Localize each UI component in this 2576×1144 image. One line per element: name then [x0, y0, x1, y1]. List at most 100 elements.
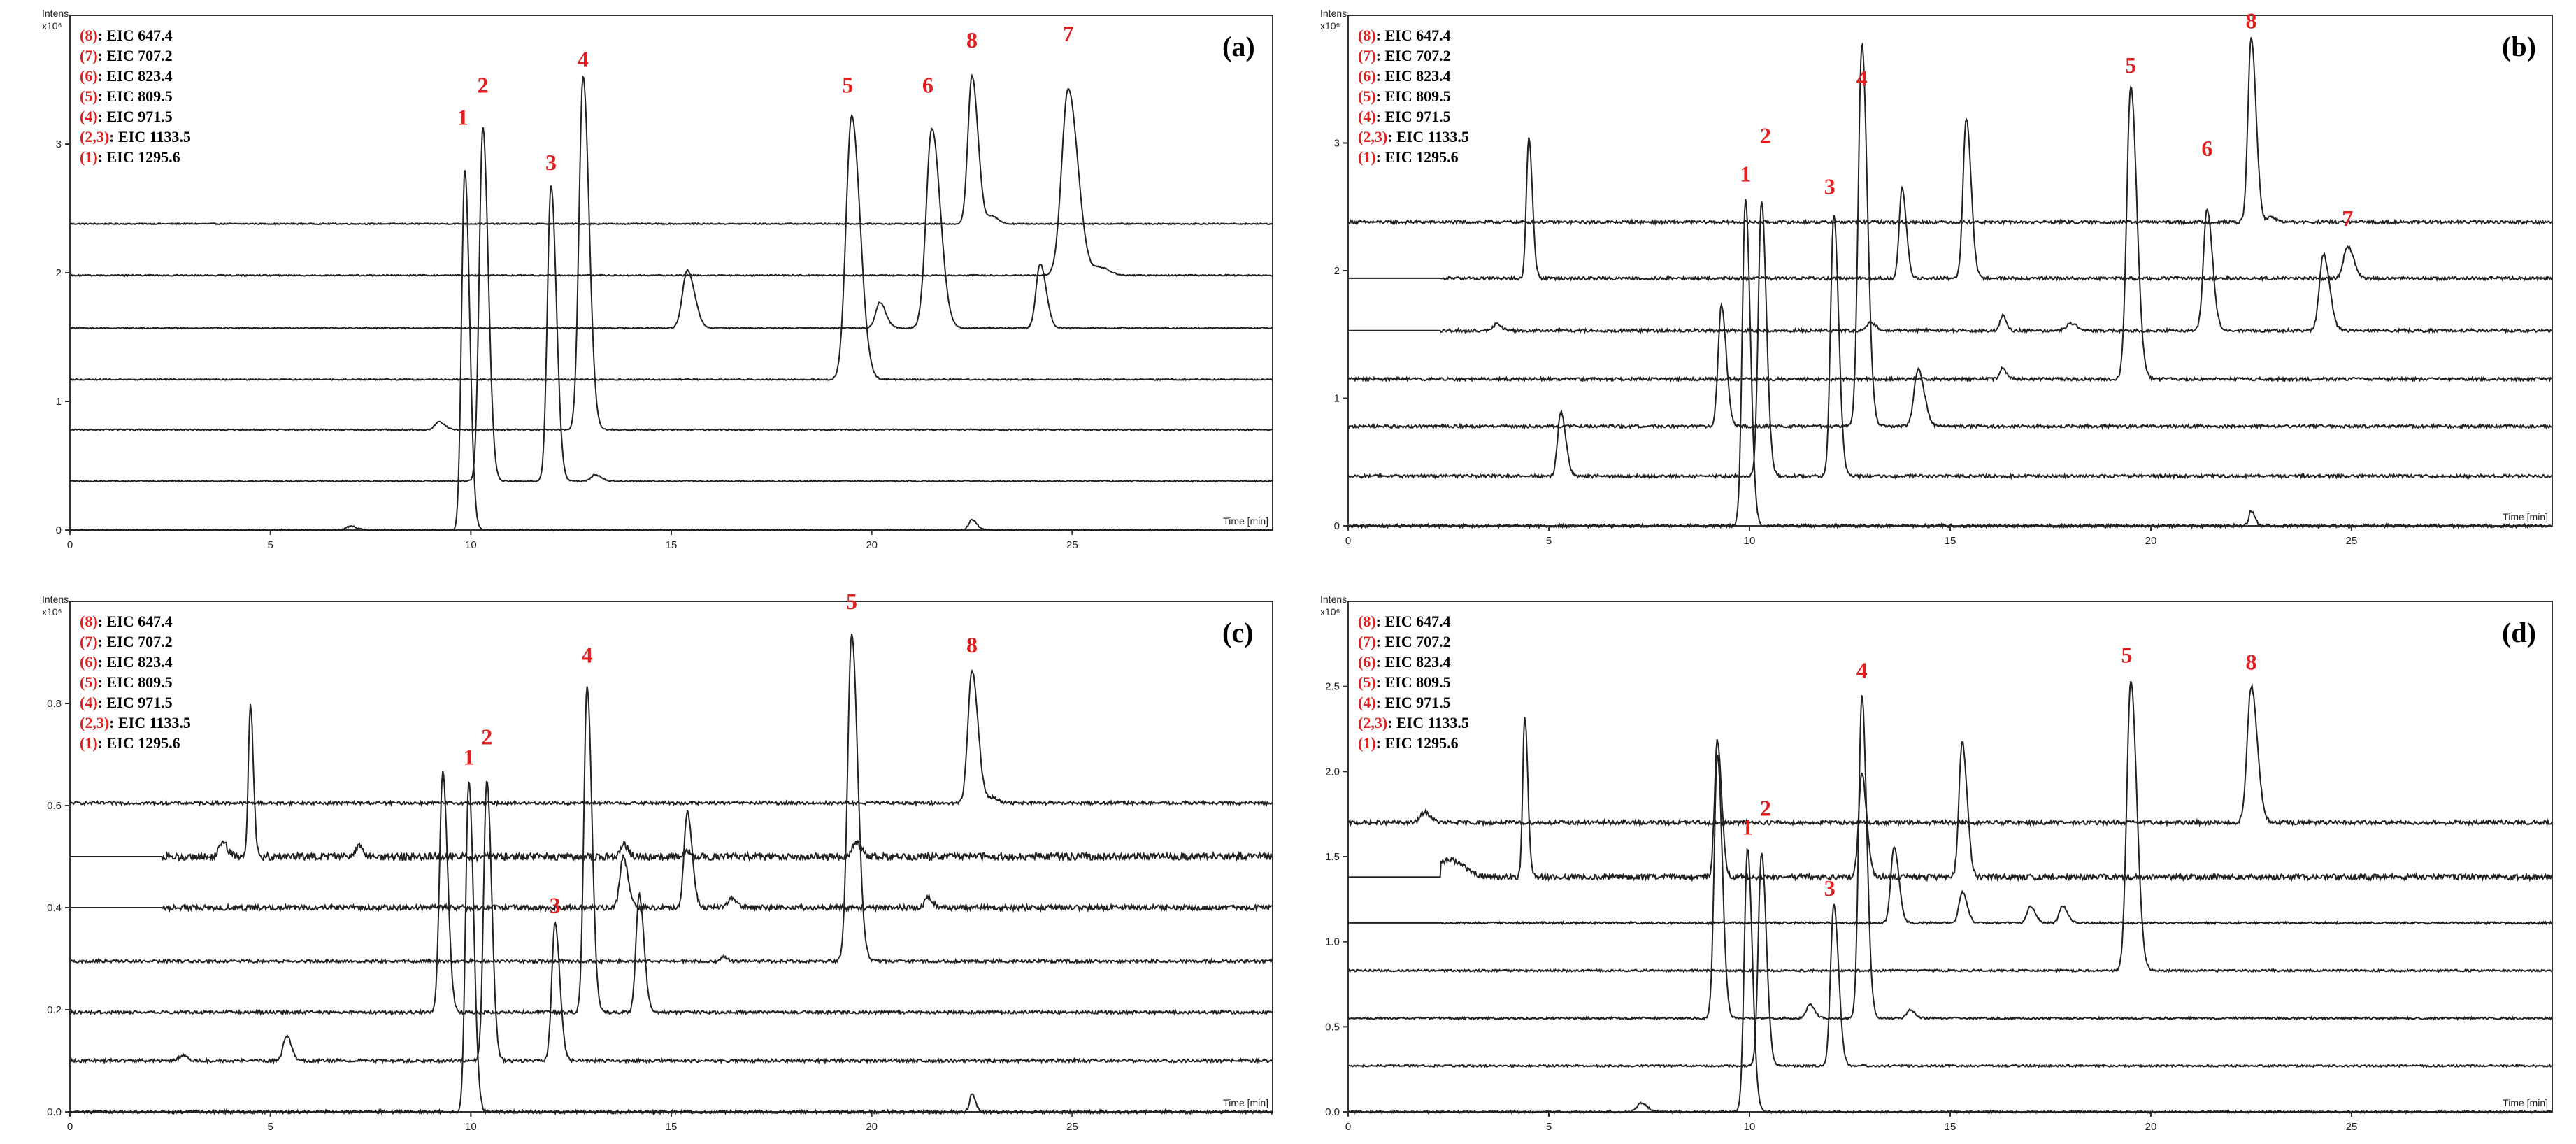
legend-code: (8): [80, 613, 98, 630]
legend-entry: (2,3): EIC 1133.5: [80, 714, 191, 731]
peak-label: 6: [922, 72, 933, 97]
legend-code: (5): [1358, 87, 1376, 105]
legend-label: : EIC 809.5: [98, 673, 173, 691]
y-axis-label: Intens.: [1320, 594, 1350, 605]
y-tick-label: 0: [1334, 520, 1340, 532]
trace-line: [69, 114, 1273, 382]
legend-code: (2,3): [1358, 714, 1387, 731]
y-axis-label: Intens.: [42, 594, 71, 605]
y-tick-label: 1.0: [1325, 936, 1340, 948]
legend-entry: (6): EIC 823.4: [80, 653, 173, 671]
x-tick-label: 10: [465, 539, 477, 551]
legend-label: : EIC 823.4: [1376, 67, 1451, 85]
trace-line: [1348, 208, 2553, 335]
legend-label: : EIC 809.5: [1376, 673, 1451, 691]
legend-entry: (6): EIC 823.4: [80, 67, 173, 85]
legend-label: : EIC 971.5: [98, 108, 173, 125]
legend-label: : EIC 707.2: [1376, 633, 1451, 650]
legend-code: (4): [1358, 108, 1376, 125]
peak-label: 8: [2246, 8, 2257, 33]
legend-entry: (4): EIC 971.5: [1358, 108, 1451, 125]
legend-entry: (8): EIC 647.4: [80, 613, 173, 630]
y-axis-unit: x10⁶: [1320, 606, 1340, 617]
y-axis-label: Intens.: [42, 8, 71, 19]
trace-line: [1348, 117, 2553, 283]
y-axis-unit: x10⁶: [42, 606, 62, 617]
legend-label: : EIC 971.5: [98, 694, 173, 711]
legend-label: : EIC 1295.6: [98, 148, 180, 166]
peak-label: 3: [545, 150, 557, 175]
y-tick-label: 2.5: [1325, 681, 1340, 693]
y-tick-label: 0.4: [47, 902, 62, 914]
legend-entry: (4): EIC 971.5: [80, 108, 173, 125]
legend-code: (1): [80, 734, 98, 752]
trace-line: [1348, 845, 2553, 926]
x-axis-label: Time [min]: [2503, 511, 2548, 522]
legend-code: (6): [1358, 67, 1376, 85]
legend-entry: (7): EIC 707.2: [1358, 47, 1451, 64]
trace-line: [69, 780, 1273, 1065]
y-axis-unit: x10⁶: [1320, 20, 1340, 31]
y-axis-unit: x10⁶: [42, 20, 62, 31]
peak-label: 4: [1856, 65, 1868, 90]
legend-code: (2,3): [80, 714, 109, 731]
chart-panel-3: 0 5 10 15 20 250.00.51.01.52.02.5Intens.x10⁶T…: [1320, 594, 2553, 1133]
x-tick-label: 25: [2346, 1121, 2358, 1133]
peak-label: 3: [550, 892, 561, 917]
x-tick-label: 20: [866, 1121, 878, 1133]
peak-label: 6: [2201, 136, 2212, 161]
x-tick-label: 15: [1945, 535, 1956, 547]
panel-label: (d): [2502, 617, 2536, 648]
y-tick-label: 0.6: [47, 800, 62, 812]
legend-code: (5): [80, 87, 98, 105]
legend-code: (5): [80, 673, 98, 691]
legend-code: (8): [1358, 27, 1376, 44]
legend-entry: (8): EIC 647.4: [1358, 27, 1451, 44]
trace-line: [69, 127, 1273, 330]
trace-line: [1348, 717, 2553, 882]
legend-label: : EIC 1133.5: [109, 128, 191, 145]
legend-label: : EIC 647.4: [1376, 27, 1451, 44]
x-tick-label: 10: [1744, 1121, 1756, 1133]
y-axis-label: Intens.: [1320, 8, 1350, 19]
x-tick-label: 25: [1066, 539, 1078, 551]
x-tick-label: 10: [1744, 535, 1756, 547]
legend-code: (6): [80, 67, 98, 85]
legend-label: : EIC 1133.5: [109, 714, 191, 731]
x-tick-label: 25: [1066, 1121, 1078, 1133]
trace-line: [70, 703, 1273, 863]
legend-entry: (2,3): EIC 1133.5: [80, 128, 191, 145]
legend-entry: (8): EIC 647.4: [80, 27, 173, 44]
legend-entry: (6): EIC 823.4: [1358, 67, 1451, 85]
trace-line: [1347, 201, 2553, 480]
peak-label: 8: [2246, 649, 2257, 674]
x-tick-label: 5: [267, 1121, 273, 1133]
peak-label: 5: [2125, 52, 2136, 78]
legend-entry: (2,3): EIC 1133.5: [1358, 128, 1469, 145]
legend-label: : EIC 1133.5: [1387, 128, 1469, 145]
legend-label: : EIC 647.4: [98, 27, 173, 44]
peak-label: 2: [481, 724, 492, 749]
trace-line: [1347, 683, 2553, 828]
chart-panel-2: 0 5 10 15 20 250.00.20.40.60.8Intens.x10⁶Time…: [42, 589, 1273, 1133]
legend-code: (1): [1358, 734, 1376, 752]
trace-line: [1347, 37, 2553, 227]
plot-frame: [1347, 601, 2553, 1113]
trace-line: [69, 668, 1273, 807]
peak-label: 1: [463, 745, 474, 770]
trace-line: [1347, 848, 2553, 1115]
legend-label: : EIC 971.5: [1376, 108, 1451, 125]
x-tick-label: 0: [67, 539, 73, 551]
legend-code: (7): [80, 633, 98, 650]
legend-entry: (7): EIC 707.2: [80, 47, 173, 64]
peak-label: 5: [2121, 643, 2133, 668]
peak-label: 4: [1856, 658, 1868, 683]
legend-label: : EIC 1295.6: [98, 734, 180, 752]
y-tick-label: 0.2: [47, 1004, 62, 1016]
peak-label: 4: [578, 47, 589, 72]
y-tick-label: 1: [1334, 393, 1340, 405]
peak-label: 3: [1824, 174, 1836, 199]
legend-code: (7): [1358, 633, 1376, 650]
legend-label: : EIC 707.2: [98, 47, 173, 64]
